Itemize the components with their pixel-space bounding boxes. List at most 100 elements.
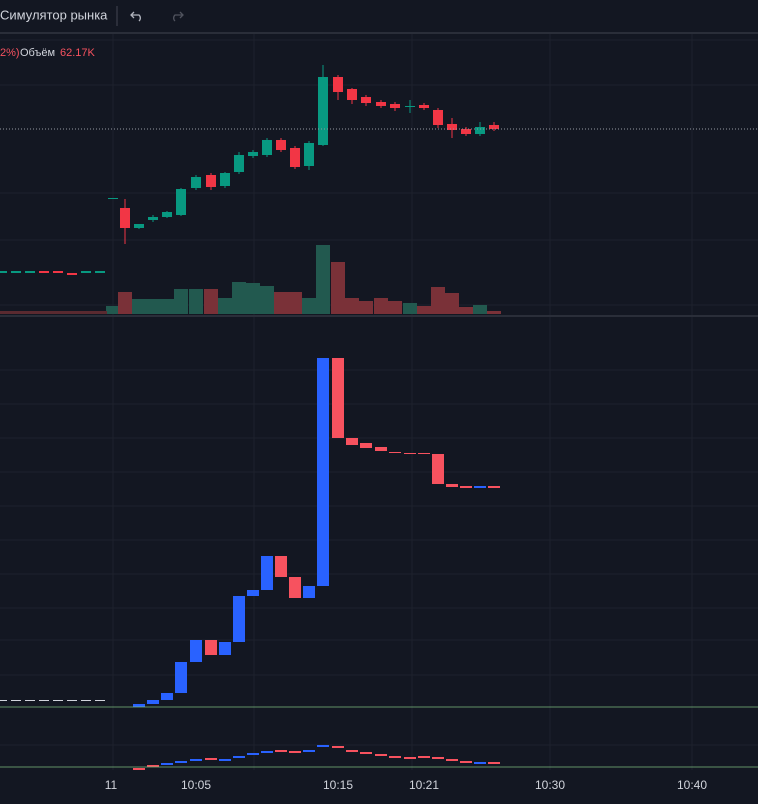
oscillator-bar [432, 757, 444, 759]
oscillator-bar [161, 763, 173, 765]
oscillator-bar [233, 756, 245, 758]
candle-body [206, 175, 216, 187]
oscillator-bar [418, 756, 430, 758]
volume-bar [37, 311, 51, 314]
brick [488, 486, 500, 488]
time-label: 10:21 [409, 778, 439, 792]
volume-bar [232, 282, 246, 314]
oscillator-bar [317, 745, 329, 747]
candle-body [262, 140, 272, 155]
brick [247, 590, 259, 596]
candle-body [304, 143, 314, 166]
brick [474, 486, 486, 488]
candle-body [461, 129, 471, 134]
oscillator-bar [404, 757, 416, 759]
volume-bar [51, 311, 65, 314]
redo-button[interactable] [173, 11, 184, 22]
candle-body [0, 271, 7, 273]
brick [81, 700, 91, 701]
candle-body [318, 77, 328, 145]
brick [346, 438, 358, 445]
oscillator-bar [175, 761, 187, 763]
toolbar [0, 0, 758, 32]
brick [460, 486, 472, 488]
brick [11, 700, 21, 701]
brick [25, 700, 35, 701]
chart-marks [0, 65, 501, 770]
candle-body [134, 224, 144, 228]
oscillator-bar [190, 759, 202, 761]
toolbar-title[interactable]: Симулятор рынка [0, 7, 108, 22]
volume-bar [174, 289, 188, 314]
oscillator-bar [303, 750, 315, 752]
brick [190, 640, 202, 662]
candle-body [361, 97, 371, 103]
volume-bar [302, 298, 316, 314]
volume-bar [9, 311, 23, 314]
volume-bar [118, 292, 132, 314]
candle-body [248, 152, 258, 156]
brick [332, 358, 344, 438]
time-label: 11 [105, 778, 118, 792]
legend-volume-value: 62.17K [60, 47, 96, 59]
candle-body [162, 212, 172, 217]
time-label: 10:05 [181, 778, 211, 792]
volume-bar [106, 306, 120, 314]
candle-body [108, 198, 118, 199]
brick [133, 704, 145, 707]
volume-bar [274, 292, 288, 314]
brick [175, 662, 187, 693]
candle-body [419, 105, 429, 108]
brick [375, 447, 387, 451]
candle-body [11, 271, 21, 273]
volume-bar [288, 292, 302, 314]
candle-body [234, 155, 244, 172]
volume-bar [160, 299, 174, 314]
volume-bar [388, 301, 402, 314]
candle-body [376, 102, 386, 106]
volume-bar [79, 311, 93, 314]
time-label: 10:15 [323, 778, 353, 792]
undo-button[interactable] [130, 11, 141, 22]
brick [418, 453, 430, 454]
candle-body [276, 140, 286, 150]
oscillator-bar [474, 762, 486, 764]
brick [95, 700, 105, 701]
candle-body [433, 110, 443, 125]
brick [219, 642, 231, 655]
brick [446, 484, 458, 487]
candle-body [25, 271, 35, 273]
brick [39, 700, 49, 701]
volume-bar [374, 298, 388, 314]
brick [261, 556, 273, 590]
brick [389, 452, 401, 453]
volume-bar [445, 293, 459, 314]
brick [289, 577, 301, 598]
volume-bar [204, 289, 218, 314]
brick [432, 454, 444, 484]
volume-bar [459, 307, 473, 314]
volume-bar [403, 303, 417, 314]
oscillator-bar [446, 759, 458, 761]
candle-body [95, 271, 105, 273]
candle-body [191, 177, 201, 188]
oscillator-bar [261, 751, 273, 753]
legend-volume-label: Объём [20, 47, 55, 59]
brick [404, 453, 416, 454]
volume-bar [359, 301, 373, 314]
volume-bar [331, 262, 345, 314]
volume-bar [260, 286, 274, 314]
candle-body [148, 217, 158, 220]
brick [317, 358, 329, 586]
candle-body [390, 104, 400, 108]
volume-bar [146, 299, 160, 314]
brick [205, 640, 217, 655]
candle-body [347, 89, 357, 100]
brick [360, 443, 372, 448]
volume-bar [0, 311, 9, 314]
brick [161, 693, 173, 700]
candle-body [220, 173, 230, 186]
brick [303, 586, 315, 598]
candle-body [489, 125, 499, 129]
